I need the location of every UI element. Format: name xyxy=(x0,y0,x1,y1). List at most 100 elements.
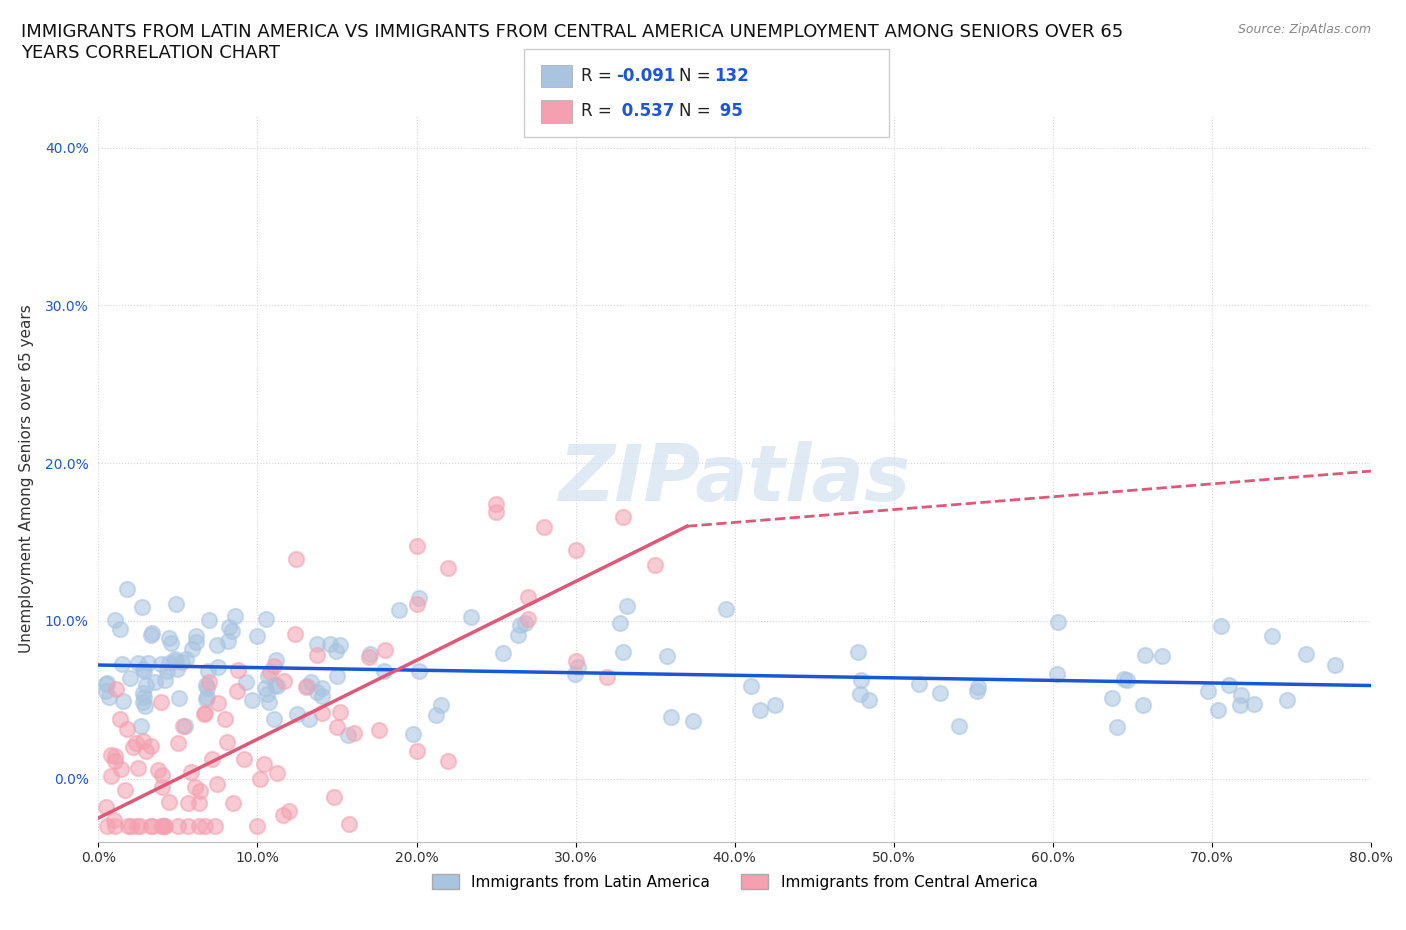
Point xyxy=(135,744,157,759)
Text: R =: R = xyxy=(581,67,617,86)
Point xyxy=(115,722,138,737)
Point xyxy=(329,637,352,652)
Point xyxy=(596,670,619,684)
Text: IMMIGRANTS FROM LATIN AMERICA VS IMMIGRANTS FROM CENTRAL AMERICA UNEMPLOYMENT AM: IMMIGRANTS FROM LATIN AMERICA VS IMMIGRA… xyxy=(21,23,1123,62)
Point xyxy=(132,734,155,749)
Point xyxy=(357,649,380,664)
Point xyxy=(177,795,200,810)
Point xyxy=(207,638,229,653)
Point xyxy=(273,673,295,688)
Point xyxy=(491,645,513,660)
Point xyxy=(184,779,207,794)
Point xyxy=(367,723,389,737)
Point xyxy=(165,597,187,612)
Point xyxy=(644,557,666,572)
Point xyxy=(124,735,146,750)
Point xyxy=(146,763,169,777)
Point xyxy=(100,748,122,763)
Point xyxy=(1105,720,1128,735)
Point xyxy=(96,677,118,692)
Point xyxy=(96,676,118,691)
Point xyxy=(506,628,529,643)
Point xyxy=(117,581,139,596)
Point xyxy=(136,656,159,671)
Point xyxy=(271,807,294,822)
Point xyxy=(263,678,285,693)
Point xyxy=(167,691,190,706)
Point xyxy=(849,672,872,687)
Point xyxy=(157,794,180,809)
Point xyxy=(1230,688,1253,703)
Point xyxy=(184,635,207,650)
Point xyxy=(311,689,333,704)
Point xyxy=(612,644,634,659)
Point xyxy=(374,642,396,657)
Point xyxy=(176,818,198,833)
Point xyxy=(157,656,180,671)
Point xyxy=(298,711,321,726)
Point xyxy=(222,795,245,810)
Point xyxy=(207,696,229,711)
Point xyxy=(253,757,276,772)
Legend: Immigrants from Latin America, Immigrants from Central America: Immigrants from Latin America, Immigrant… xyxy=(426,868,1043,896)
Point xyxy=(564,542,586,557)
Point xyxy=(1046,667,1069,682)
Point xyxy=(336,727,359,742)
Text: R =: R = xyxy=(581,102,617,120)
Point xyxy=(319,637,342,652)
Point xyxy=(214,711,236,726)
Point xyxy=(1115,673,1137,688)
Point xyxy=(120,818,142,833)
Point xyxy=(180,642,202,657)
Point xyxy=(763,698,786,712)
Point xyxy=(132,689,155,704)
Point xyxy=(1135,647,1157,662)
Point xyxy=(1229,698,1251,712)
Point xyxy=(612,509,634,524)
Point xyxy=(174,652,197,667)
Point xyxy=(217,735,239,750)
Point xyxy=(129,719,152,734)
Point xyxy=(1197,684,1219,698)
Point xyxy=(307,636,329,651)
Point xyxy=(180,765,202,780)
Point xyxy=(858,693,880,708)
Point xyxy=(657,648,679,663)
Point xyxy=(132,685,155,700)
Point xyxy=(408,664,430,679)
Point xyxy=(1047,615,1070,630)
Point xyxy=(748,703,770,718)
Point xyxy=(1260,629,1282,644)
Point xyxy=(337,817,360,831)
Text: N =: N = xyxy=(679,102,716,120)
Point xyxy=(157,631,180,645)
Point xyxy=(740,679,762,694)
Point xyxy=(1243,697,1265,711)
Point xyxy=(104,613,127,628)
Point xyxy=(150,780,173,795)
Point xyxy=(110,762,132,777)
Point xyxy=(132,662,155,677)
Point xyxy=(166,818,188,833)
Point xyxy=(1324,658,1347,672)
Point xyxy=(437,561,460,576)
Point xyxy=(322,790,344,804)
Point xyxy=(257,669,280,684)
Point xyxy=(204,818,226,833)
Point xyxy=(228,662,250,677)
Point xyxy=(156,663,179,678)
Point xyxy=(966,684,988,698)
Point xyxy=(135,677,157,692)
Point xyxy=(149,657,172,671)
Point xyxy=(166,662,188,677)
Point xyxy=(225,684,247,698)
Point xyxy=(359,646,381,661)
Point xyxy=(100,768,122,783)
Point xyxy=(195,680,218,695)
Point xyxy=(108,622,131,637)
Point xyxy=(430,698,453,712)
Point xyxy=(240,693,263,708)
Point xyxy=(153,672,176,687)
Point xyxy=(96,800,118,815)
Point xyxy=(141,738,163,753)
